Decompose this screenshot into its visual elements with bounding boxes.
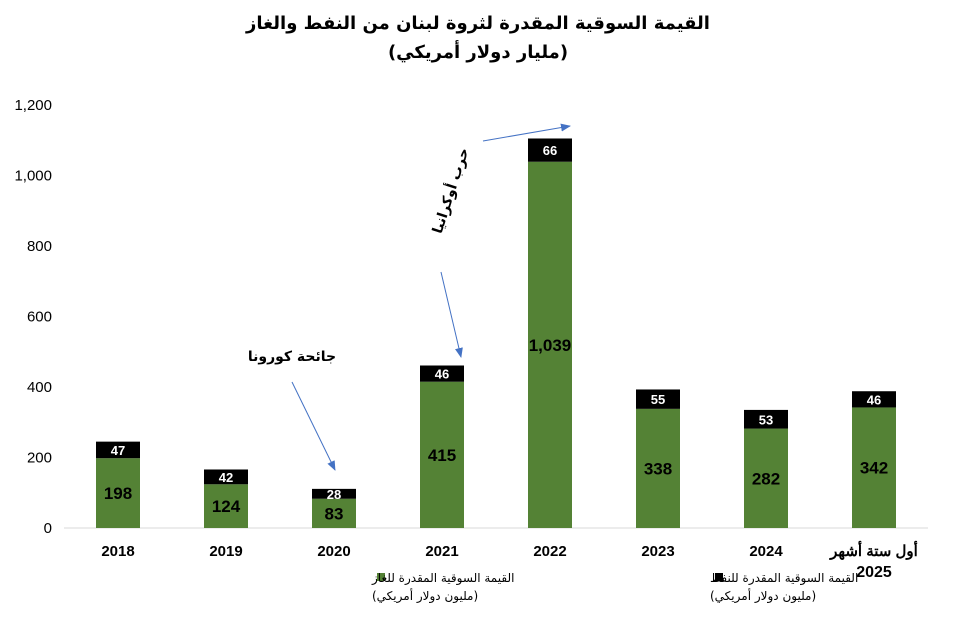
x-tick-label: 2022: [533, 543, 566, 560]
annotation-ukraine: حرب أوكرانيا: [428, 145, 473, 235]
y-tick-label: 600: [27, 309, 52, 326]
gas-bar: [96, 458, 140, 528]
x-tick-label: أول ستة أشهر 2025: [829, 540, 918, 581]
x-axis: 2018 2019 2020 2021 2022 2023 2024 أول ستة أشهر…: [101, 540, 918, 581]
oil-bar: [312, 488, 356, 499]
bars: 198 47 124 42 83 28 415 46 1,039 66 338 55 282 53 342 4…: [96, 138, 896, 528]
oil-value-label: 66: [543, 143, 557, 158]
gas-value-label: 342: [860, 459, 888, 478]
legend-gas-line2: (مليون دولار أمريكي): [372, 588, 478, 604]
legend-oil-line1: القيمة السوقية المقدرة للنفط: [710, 571, 858, 586]
oil-value-label: 55: [651, 392, 665, 407]
oil-value-label: 47: [111, 443, 125, 458]
oil-bar: [420, 365, 464, 382]
gas-bar: [636, 408, 680, 528]
y-tick-label: 200: [27, 450, 52, 467]
legend-gas-line1: القيمة السوقية المقدرة للغاز: [371, 571, 514, 586]
chart-subtitle: (مليار دولار أمريكي): [388, 40, 568, 63]
x-tick-label: 2019: [209, 543, 242, 560]
legend-oil-line2: (مليون دولار أمريكي): [710, 588, 816, 604]
x-tick-label: 2021: [425, 543, 458, 560]
oil-bar: [744, 409, 788, 429]
annotation-ukraine-arrow-down: [440, 271, 463, 358]
chart-title: القيمة السوقية المقدرة لثروة لبنان من ال…: [245, 13, 710, 34]
legend-oil-swatch: [715, 573, 723, 581]
oil-value-label: 46: [435, 367, 449, 382]
x-tick-label: 2018: [101, 543, 134, 560]
oil-bar: [96, 441, 140, 459]
gas-bar: [744, 428, 788, 528]
gas-value-label: 83: [325, 504, 344, 523]
gas-bar: [204, 484, 248, 528]
y-tick-label: 400: [27, 379, 52, 396]
annotation-covid-arrow: [291, 381, 336, 471]
gas-bar: [528, 161, 572, 528]
x-tick-label: 2020: [317, 543, 350, 560]
gas-value-label: 282: [752, 469, 780, 488]
y-tick-label: 800: [27, 238, 52, 255]
oil-value-label: 42: [219, 470, 233, 485]
legend: القيمة السوقية المقدرة للغاز (مليون دولا…: [371, 571, 858, 604]
x-tick-label: 2023: [641, 543, 674, 560]
oil-value-label: 28: [327, 487, 341, 502]
y-axis: 0 200 400 600 800 1,000 1,200: [14, 97, 52, 537]
oil-bar: [852, 391, 896, 408]
gas-value-label: 338: [644, 459, 672, 478]
annotation-covid: جائحة كورونا: [248, 349, 336, 365]
gas-value-label: 198: [104, 484, 132, 503]
y-tick-label: 1,000: [14, 168, 52, 185]
oil-value-label: 46: [867, 392, 881, 407]
oil-bar: [636, 389, 680, 409]
legend-gas-swatch: [377, 573, 385, 581]
y-tick-label: 0: [44, 520, 52, 537]
gas-value-label: 415: [428, 446, 456, 465]
y-tick-label: 1,200: [14, 97, 52, 114]
gas-value-label: 124: [212, 497, 241, 516]
gas-bar: [312, 498, 356, 528]
gas-bar: [852, 407, 896, 528]
annotation-ukraine-arrow-up: [482, 123, 571, 142]
oil-bar: [204, 469, 248, 485]
x-tick-label: 2024: [749, 543, 783, 560]
gas-value-label: 1,039: [529, 336, 572, 355]
gas-bar: [420, 381, 464, 528]
oil-bar: [528, 138, 572, 162]
oil-value-label: 53: [759, 412, 773, 427]
